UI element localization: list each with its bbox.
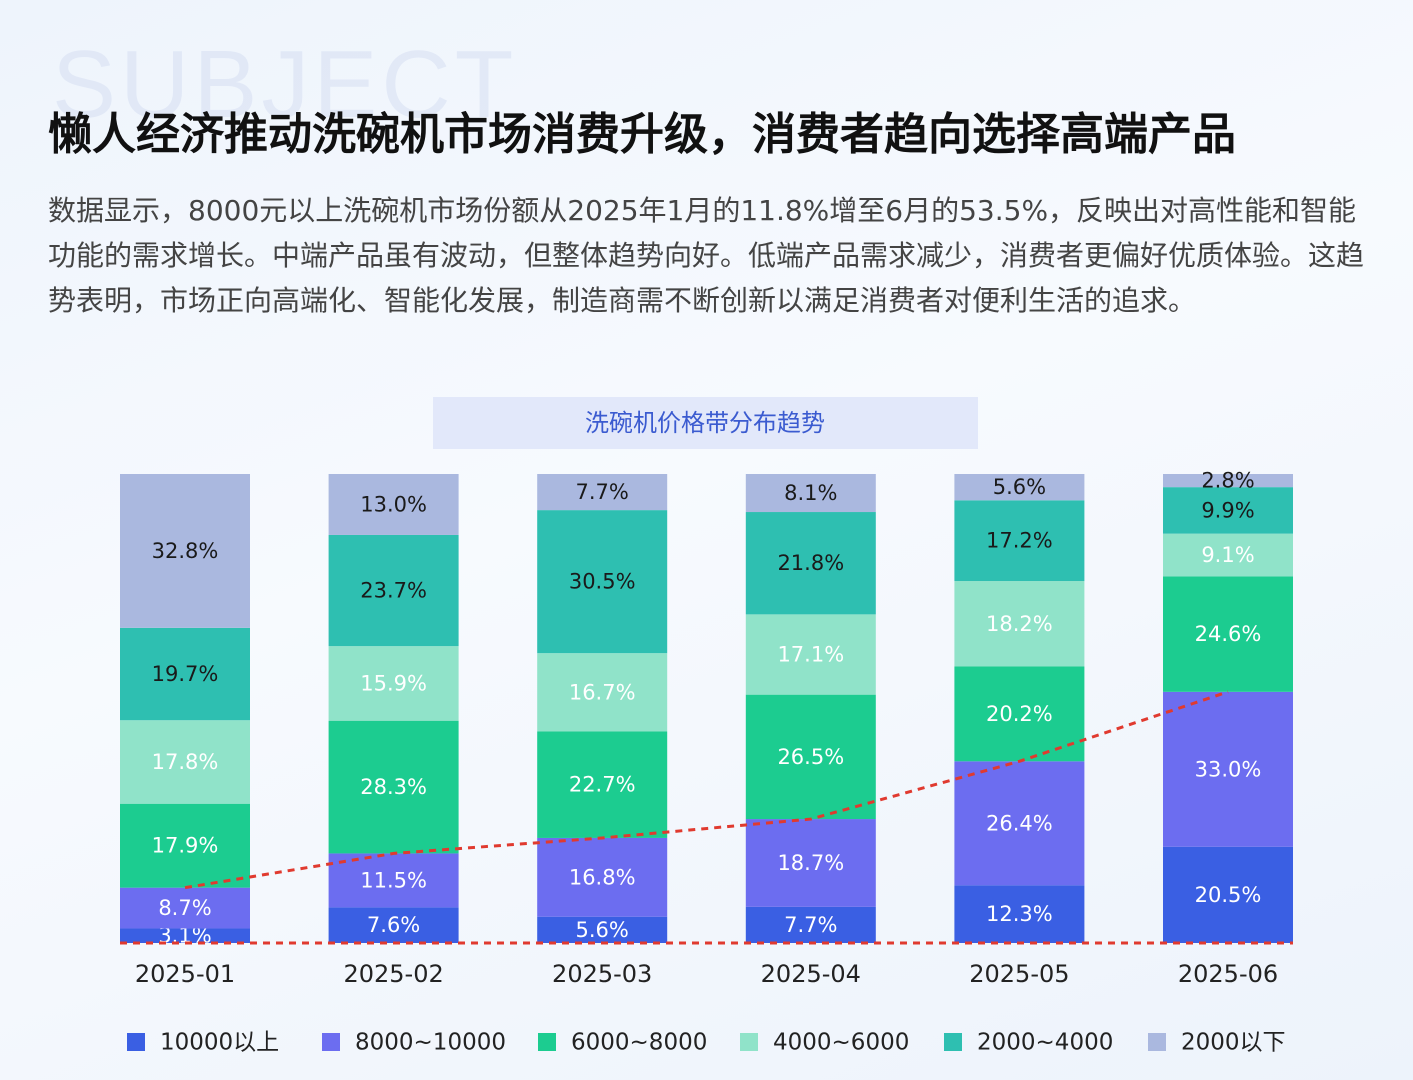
x-tick-label: 2025-02 — [343, 960, 443, 988]
bar-segment — [120, 627, 250, 721]
legend-swatch — [127, 1033, 145, 1051]
data-label: 2.8% — [1201, 469, 1254, 493]
data-label: 33.0% — [1195, 757, 1262, 781]
data-label: 13.0% — [360, 492, 427, 516]
data-label: 8.1% — [784, 481, 837, 505]
bar-segment — [537, 916, 668, 943]
bar-segment — [537, 510, 668, 654]
data-label: 8.7% — [158, 896, 211, 920]
x-tick-label: 2025-04 — [761, 960, 861, 988]
data-label: 20.2% — [986, 702, 1053, 726]
data-label: 30.5% — [569, 570, 636, 594]
data-label: 20.5% — [1195, 883, 1262, 907]
chart-title: 洗碗机价格带分布趋势 — [585, 409, 825, 437]
x-tick-label: 2025-06 — [1178, 960, 1278, 988]
bar-segment — [328, 474, 459, 535]
bar-segment — [954, 500, 1085, 582]
bar-segment — [328, 853, 459, 908]
data-label: 11.5% — [360, 868, 427, 892]
bar-segment — [954, 761, 1085, 886]
data-label: 18.2% — [986, 612, 1053, 636]
data-label: 7.7% — [576, 480, 629, 504]
data-label: 17.1% — [777, 643, 844, 667]
watermark: SUBJECT — [52, 31, 518, 138]
bar-segment — [328, 720, 459, 854]
bar-segment — [328, 534, 459, 647]
bar-segment — [954, 474, 1085, 501]
bar-segment — [537, 653, 668, 732]
bar-segment — [120, 887, 250, 929]
legend-swatch — [944, 1033, 962, 1051]
data-label: 17.8% — [152, 750, 219, 774]
bar-segment — [120, 928, 250, 943]
data-label: 22.7% — [569, 773, 636, 797]
legend-label: 4000~6000 — [773, 1030, 909, 1056]
bar-segment — [328, 907, 459, 943]
bar-segment — [745, 474, 876, 513]
trend-line — [184, 690, 1229, 890]
data-label: 26.4% — [986, 811, 1053, 835]
data-label: 16.7% — [569, 680, 636, 704]
legend-swatch — [1148, 1033, 1166, 1051]
bar-segment — [1163, 474, 1293, 488]
chart-title-box — [433, 397, 978, 449]
bar-segment — [328, 646, 459, 721]
description: 数据显示，8000元以上洗碗机市场份额从2025年1月的11.8%增至6月的53… — [48, 194, 1365, 317]
data-label: 17.2% — [986, 529, 1053, 553]
data-label: 5.6% — [993, 475, 1046, 499]
x-tick-label: 2025-01 — [135, 960, 235, 988]
data-label: 18.7% — [777, 851, 844, 875]
data-label: 7.7% — [784, 913, 837, 937]
bar-segment — [120, 474, 250, 628]
bar-segment — [745, 512, 876, 615]
bar-segment — [1163, 691, 1293, 847]
data-label: 9.9% — [1201, 498, 1254, 522]
bar-segment — [1163, 576, 1293, 692]
bar-segment — [120, 803, 250, 888]
data-label: 19.7% — [152, 662, 219, 686]
bar-segment — [537, 474, 668, 511]
bar-segment — [120, 720, 250, 804]
bar-segment — [745, 819, 876, 907]
bar-segment — [954, 885, 1085, 943]
data-label: 17.9% — [152, 834, 219, 858]
bar-segment — [1163, 846, 1293, 943]
page-title: 懒人经济推动洗碗机市场消费升级，消费者趋向选择高端产品 — [48, 109, 1236, 160]
data-label: 24.6% — [1195, 622, 1262, 646]
data-label: 32.8% — [152, 539, 219, 563]
data-label: 26.5% — [777, 745, 844, 769]
data-label: 9.1% — [1201, 543, 1254, 567]
data-label: 21.8% — [777, 551, 844, 575]
legend-label: 6000~8000 — [571, 1030, 707, 1056]
legend-label: 8000~10000 — [355, 1030, 506, 1056]
legend-swatch — [538, 1033, 556, 1051]
legend-swatch — [322, 1033, 340, 1051]
bar-segment — [537, 837, 668, 917]
legend-swatch — [740, 1033, 758, 1051]
bar-segment — [954, 666, 1085, 762]
x-tick-label: 2025-05 — [969, 960, 1069, 988]
data-label: 5.6% — [576, 918, 629, 942]
bar-segment — [1163, 487, 1293, 534]
legend-label: 2000以下 — [1181, 1030, 1286, 1056]
bar-segment — [537, 731, 668, 838]
bar-segment — [745, 694, 876, 820]
data-label: 28.3% — [360, 775, 427, 799]
data-label: 7.6% — [367, 913, 420, 937]
data-label: 15.9% — [360, 671, 427, 695]
bar-segment — [1163, 533, 1293, 577]
data-label: 12.3% — [986, 902, 1053, 926]
bar-segment — [745, 906, 876, 943]
legend-label: 10000以上 — [160, 1030, 279, 1056]
x-tick-label: 2025-03 — [552, 960, 652, 988]
bar-segment — [745, 614, 876, 695]
legend-label: 2000~4000 — [977, 1030, 1113, 1056]
data-label: 23.7% — [360, 579, 427, 603]
bar-segment — [954, 581, 1085, 667]
data-label: 16.8% — [569, 865, 636, 889]
